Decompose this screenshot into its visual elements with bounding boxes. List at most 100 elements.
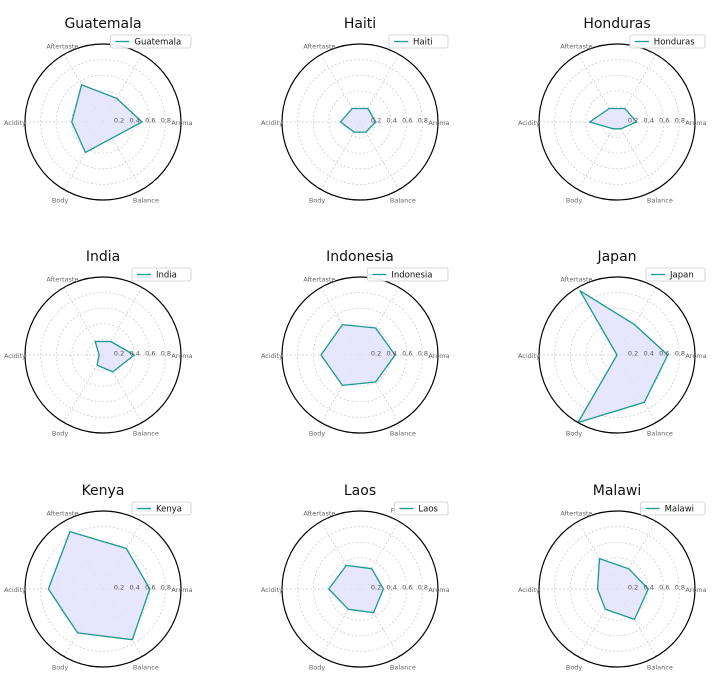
axis-label-balance: Balance bbox=[647, 430, 673, 438]
legend-box bbox=[640, 501, 706, 516]
chart-title: Haiti bbox=[344, 16, 376, 32]
grid-circle bbox=[297, 59, 423, 185]
legend-label: India bbox=[156, 271, 177, 281]
radial-tick-label: 0.6 bbox=[659, 584, 669, 592]
axis-label-balance: Balance bbox=[133, 197, 159, 205]
radial-tick-label: 0.6 bbox=[402, 584, 412, 592]
radial-tick-label: 0.4 bbox=[130, 584, 140, 592]
radar-chart-india: India0.20.40.60.8AromaFlavorAftertasteAc… bbox=[4, 249, 193, 438]
legend-box bbox=[645, 267, 706, 282]
grid-circle bbox=[312, 74, 408, 170]
axis-label-body: Body bbox=[309, 197, 326, 205]
grid-circle bbox=[569, 541, 665, 637]
radial-tick-label: 0.8 bbox=[161, 350, 171, 358]
axis-label-aroma: Aroma bbox=[428, 352, 449, 360]
outer-ring bbox=[281, 510, 439, 668]
axis-label-aftertaste: Aftertaste bbox=[46, 276, 78, 284]
axis-label-balance: Balance bbox=[133, 664, 159, 672]
axis-label-aftertaste: Aftertaste bbox=[560, 43, 592, 51]
axis-label-aroma: Aroma bbox=[685, 352, 706, 360]
radial-tick-label: 0.8 bbox=[418, 584, 428, 592]
chart-title: Honduras bbox=[583, 16, 650, 32]
chart-title: Malawi bbox=[593, 483, 641, 499]
series-polygon bbox=[339, 107, 377, 133]
radial-tick-label: 0.4 bbox=[387, 584, 397, 592]
legend-label: Kenya bbox=[156, 505, 182, 515]
radar-chart-laos: Laos0.20.40.60.8AromaFlavorAftertasteAci… bbox=[261, 483, 450, 672]
radial-tick-label: 0.2 bbox=[628, 117, 638, 125]
axis-label-acidity: Acidity bbox=[518, 119, 540, 127]
outer-ring bbox=[24, 510, 182, 668]
radial-tick-label: 0.6 bbox=[659, 117, 669, 125]
radial-tick-label: 0.2 bbox=[628, 584, 638, 592]
legend-label: Haiti bbox=[413, 38, 433, 48]
legend: Honduras bbox=[629, 34, 706, 49]
radial-tick-label: 0.2 bbox=[114, 117, 124, 125]
radar-chart-guatemala: Guatemala0.20.40.60.8AromaFlavorAftertas… bbox=[4, 16, 193, 205]
radial-tick-label: 0.4 bbox=[130, 350, 140, 358]
series-polygon bbox=[589, 107, 638, 130]
outer-ring bbox=[538, 276, 696, 434]
radar-chart-indonesia: Indonesia0.20.40.60.8AromaFlavorAftertas… bbox=[261, 249, 450, 438]
chart-title: Kenya bbox=[82, 483, 125, 499]
radial-tick-label: 0.6 bbox=[145, 584, 155, 592]
axis-label-body: Body bbox=[566, 430, 583, 438]
grid-circle bbox=[297, 292, 423, 418]
radial-tick-label: 0.4 bbox=[644, 350, 654, 358]
legend-box bbox=[131, 267, 192, 282]
series-polygon bbox=[47, 530, 151, 641]
legend-box bbox=[393, 501, 449, 516]
legend: Malawi bbox=[640, 501, 706, 516]
radial-tick-label: 0.8 bbox=[675, 584, 685, 592]
axis-label-aroma: Aroma bbox=[171, 586, 192, 594]
legend-label: Laos bbox=[418, 505, 438, 515]
legend: Japan bbox=[645, 267, 706, 282]
radial-tick-label: 0.8 bbox=[418, 350, 428, 358]
grid-circle bbox=[554, 59, 680, 185]
legend-label: Japan bbox=[669, 271, 694, 281]
grid-circle bbox=[312, 307, 408, 403]
grid-circle bbox=[585, 90, 649, 154]
grid-circle bbox=[312, 541, 408, 637]
radial-tick-label: 0.2 bbox=[371, 584, 381, 592]
radar-chart-kenya: Kenya0.20.40.60.8AromaFlavorAftertasteAc… bbox=[4, 483, 193, 672]
axis-label-acidity: Acidity bbox=[261, 586, 283, 594]
series-polygon bbox=[94, 340, 135, 373]
axis-label-balance: Balance bbox=[390, 664, 416, 672]
grid-spoke bbox=[359, 121, 400, 190]
grid-circle bbox=[297, 526, 423, 652]
outer-ring bbox=[24, 43, 182, 201]
legend-label: Indonesia bbox=[391, 271, 432, 281]
legend-label: Guatemala bbox=[134, 38, 181, 48]
axis-label-body: Body bbox=[309, 664, 326, 672]
radial-tick-label: 0.2 bbox=[371, 117, 381, 125]
outer-ring bbox=[538, 510, 696, 668]
axis-label-aftertaste: Aftertaste bbox=[303, 43, 335, 51]
axis-label-acidity: Acidity bbox=[261, 352, 283, 360]
grid-spoke bbox=[320, 121, 361, 190]
axis-label-aftertaste: Aftertaste bbox=[46, 510, 78, 518]
axis-label-body: Body bbox=[309, 430, 326, 438]
legend-box bbox=[388, 34, 449, 49]
outer-ring bbox=[24, 276, 182, 434]
outer-ring bbox=[281, 43, 439, 201]
radial-tick-label: 0.4 bbox=[130, 117, 140, 125]
radial-tick-label: 0.4 bbox=[387, 117, 397, 125]
radial-tick-label: 0.2 bbox=[114, 584, 124, 592]
radial-tick-label: 0.8 bbox=[161, 584, 171, 592]
grid-spoke bbox=[577, 121, 618, 190]
series-polygon bbox=[596, 557, 649, 621]
legend: Laos bbox=[393, 501, 449, 516]
legend-label: Malawi bbox=[665, 505, 694, 515]
radial-tick-label: 0.4 bbox=[644, 584, 654, 592]
legend-box bbox=[110, 34, 192, 49]
radial-tick-label: 0.2 bbox=[114, 350, 124, 358]
grid-circle bbox=[40, 292, 166, 418]
axis-label-acidity: Acidity bbox=[4, 352, 26, 360]
axis-label-aroma: Aroma bbox=[171, 352, 192, 360]
grid-circle bbox=[40, 59, 166, 185]
legend: Kenya bbox=[131, 501, 192, 516]
axis-label-aftertaste: Aftertaste bbox=[46, 43, 78, 51]
axis-label-balance: Balance bbox=[647, 197, 673, 205]
